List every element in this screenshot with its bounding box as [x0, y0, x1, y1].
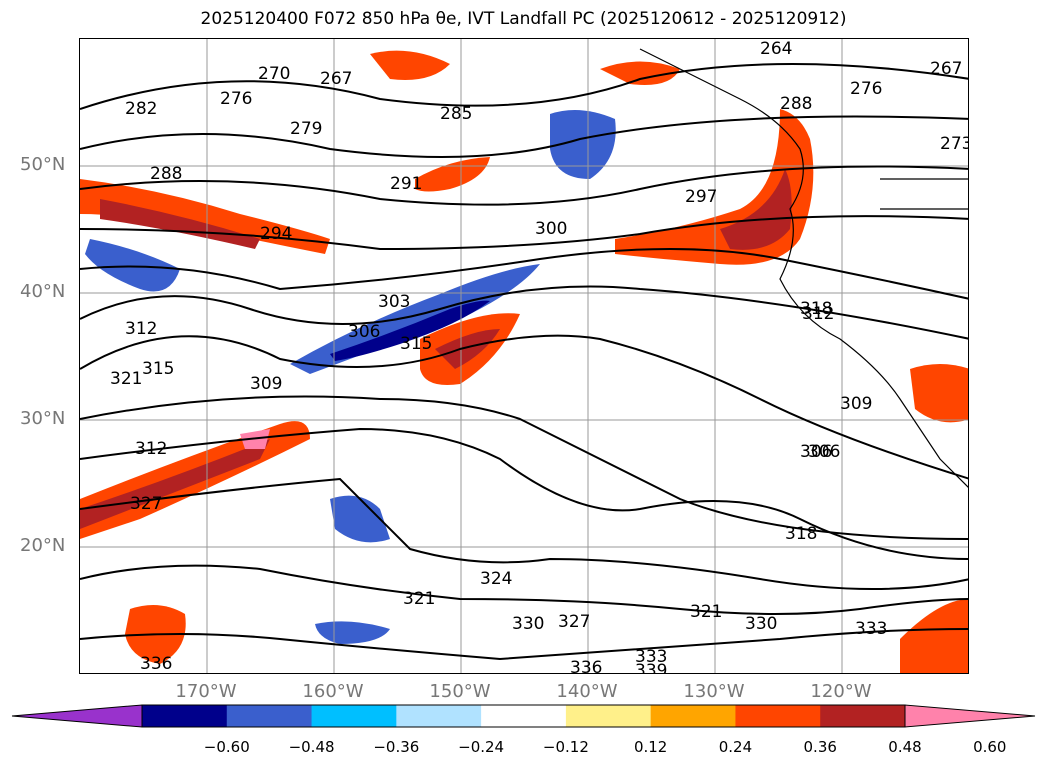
colorbar-tick-label: 0.12 — [633, 738, 668, 756]
colorbar-tick-label: 0.24 — [718, 738, 753, 756]
contour-label: 318 — [785, 524, 817, 544]
contour-label: 315 — [142, 359, 174, 379]
contour-label: 294 — [260, 224, 292, 244]
contour-label: 267 — [320, 69, 352, 89]
colorbar-tick-label: −0.12 — [542, 738, 589, 756]
colorbar-tick-label: 0.36 — [803, 738, 837, 756]
contour-label: 306 — [348, 322, 380, 342]
contour-label: 312 — [125, 319, 157, 339]
contour-label: 318 — [800, 299, 832, 319]
contour-label: 324 — [480, 569, 512, 589]
contour-label: 270 — [258, 64, 290, 84]
contour-label: 333 — [635, 647, 667, 667]
contour-label: 306 — [800, 442, 832, 462]
contour-label: 336 — [140, 654, 172, 674]
contour-label: 300 — [535, 219, 567, 239]
colorbar-tick-label: −0.36 — [373, 738, 420, 756]
lat-label-30n: 30°N — [20, 408, 66, 429]
contour-label: 276 — [220, 89, 252, 109]
colorbar-swatches — [11, 704, 1036, 728]
colorbar-swatch — [396, 705, 482, 727]
contour-label: 315 — [400, 334, 432, 354]
lat-label-20n: 20°N — [20, 535, 66, 556]
colorbar-swatch — [311, 705, 397, 727]
contour-label: 336 — [570, 658, 602, 674]
lon-label-120w: 120°W — [810, 681, 872, 702]
contour-label: 267 — [930, 59, 962, 79]
colorbar-swatch — [226, 705, 313, 727]
contour-label: 327 — [558, 612, 590, 632]
contour-label: 321 — [403, 589, 435, 609]
contour-label: 327 — [130, 494, 162, 514]
contour-label: 309 — [250, 374, 282, 394]
graticule — [80, 39, 968, 673]
contour-label: 306 — [808, 442, 840, 462]
contour-label: 321 — [690, 602, 722, 622]
contour-label: 276 — [850, 79, 882, 99]
colorbar-outline — [141, 704, 906, 728]
lon-label-150w: 150°W — [429, 681, 491, 702]
theta-e-contours — [80, 63, 968, 661]
shaded-field — [80, 50, 968, 673]
contour-label: 288 — [780, 94, 812, 114]
contour-label: 330 — [745, 614, 777, 634]
contour-label: 279 — [290, 119, 322, 139]
colorbar-tick-label: −0.48 — [288, 738, 335, 756]
colorbar-swatch — [481, 705, 567, 727]
contour-label: 312 — [135, 439, 167, 459]
lon-label-140w: 140°W — [556, 681, 618, 702]
contour-label: 285 — [440, 104, 472, 124]
contour-label: 330 — [512, 614, 544, 634]
contour-label: 297 — [685, 187, 717, 207]
colorbar-swatch — [650, 705, 736, 727]
contour-label: 309 — [840, 394, 872, 414]
colorbar-extend-min — [11, 704, 143, 728]
colorbar-tick-label: 0.48 — [888, 738, 922, 756]
lon-label-160w: 160°W — [302, 681, 364, 702]
coastline — [639, 48, 968, 488]
colorbar-tick-label: −0.24 — [458, 738, 505, 756]
map-title: 2025120400 F072 850 hPa θe, IVT Landfall… — [200, 9, 847, 29]
contour-label: 312 — [802, 304, 834, 324]
lat-label-50n: 50°N — [20, 154, 66, 175]
contour-label: 303 — [378, 292, 410, 312]
contour-label: 273 — [940, 134, 969, 154]
colorbar-tick-label: 0.60 — [973, 738, 1007, 756]
contour-label: 264 — [760, 39, 792, 59]
colorbar-swatch — [820, 705, 906, 727]
contour-label: 339 — [635, 661, 667, 674]
lon-label-130w: 130°W — [683, 681, 745, 702]
map-canvas: 270 267 276 282 279 285 288 294 291 297 … — [80, 39, 969, 674]
contour-label: 321 — [110, 369, 142, 389]
colorbar-extend-max — [904, 704, 1036, 728]
colorbar-swatch — [142, 705, 228, 727]
lon-label-170w: 170°W — [175, 681, 237, 702]
contour-label: 282 — [125, 99, 157, 119]
lat-label-40n: 40°N — [20, 281, 66, 302]
contour-label: 333 — [855, 619, 887, 639]
colorbar-tick-label: −0.60 — [203, 738, 250, 756]
colorbar-swatch — [735, 705, 821, 727]
colorbar-swatch — [565, 705, 652, 727]
map-panel[interactable]: 270 267 276 282 279 285 288 294 291 297 … — [79, 38, 969, 674]
contour-label: 288 — [150, 164, 182, 184]
contour-label: 291 — [390, 174, 422, 194]
colorbar — [0, 700, 1047, 738]
